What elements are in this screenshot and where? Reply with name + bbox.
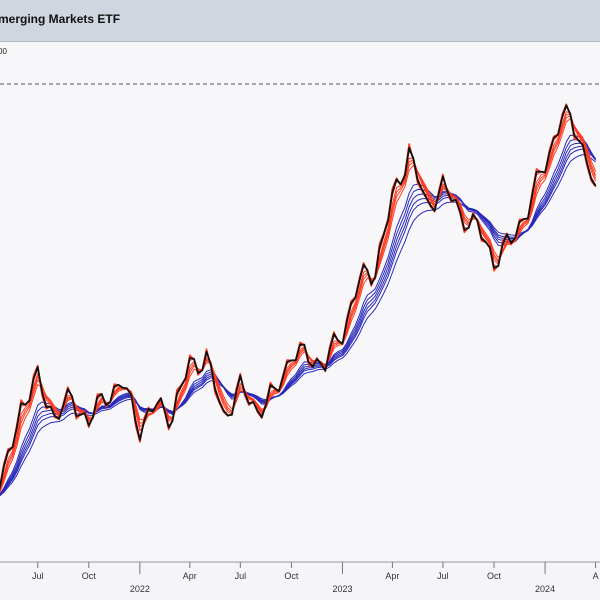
x-tick-label: Oct (284, 571, 299, 581)
x-tick-label: Oct (487, 571, 502, 581)
x-tick-label: A (593, 571, 599, 581)
reference-label: 00 (0, 47, 7, 56)
x-tick-label: Oct (82, 571, 97, 581)
x-tick-label: Apr (385, 571, 399, 581)
x-tick-label: Jul (235, 571, 247, 581)
window-titlebar: Emerging Markets ETF (0, 0, 600, 42)
chart-area: 00 Jul Oct 2022 Apr Jul Oct 2023 Apr Jul Oct 2024 A (0, 42, 600, 594)
chart-title: Emerging Markets ETF (0, 12, 121, 26)
x-tick-label: Jul (437, 571, 449, 581)
price-group (0, 104, 597, 490)
x-tick-label: 2023 (332, 584, 352, 594)
x-tick-label: 2022 (130, 584, 150, 594)
x-axis-ticks: Jul Oct 2022 Apr Jul Oct 2023 Apr Jul Oct 2024 A (32, 562, 599, 594)
short-ma-line (0, 118, 597, 494)
x-tick-label: Jul (32, 571, 44, 581)
long-ma-group (0, 134, 597, 497)
x-tick-label: 2024 (535, 584, 555, 594)
x-tick-label: Apr (183, 571, 197, 581)
price-line (0, 104, 597, 490)
plot-background (0, 42, 600, 562)
